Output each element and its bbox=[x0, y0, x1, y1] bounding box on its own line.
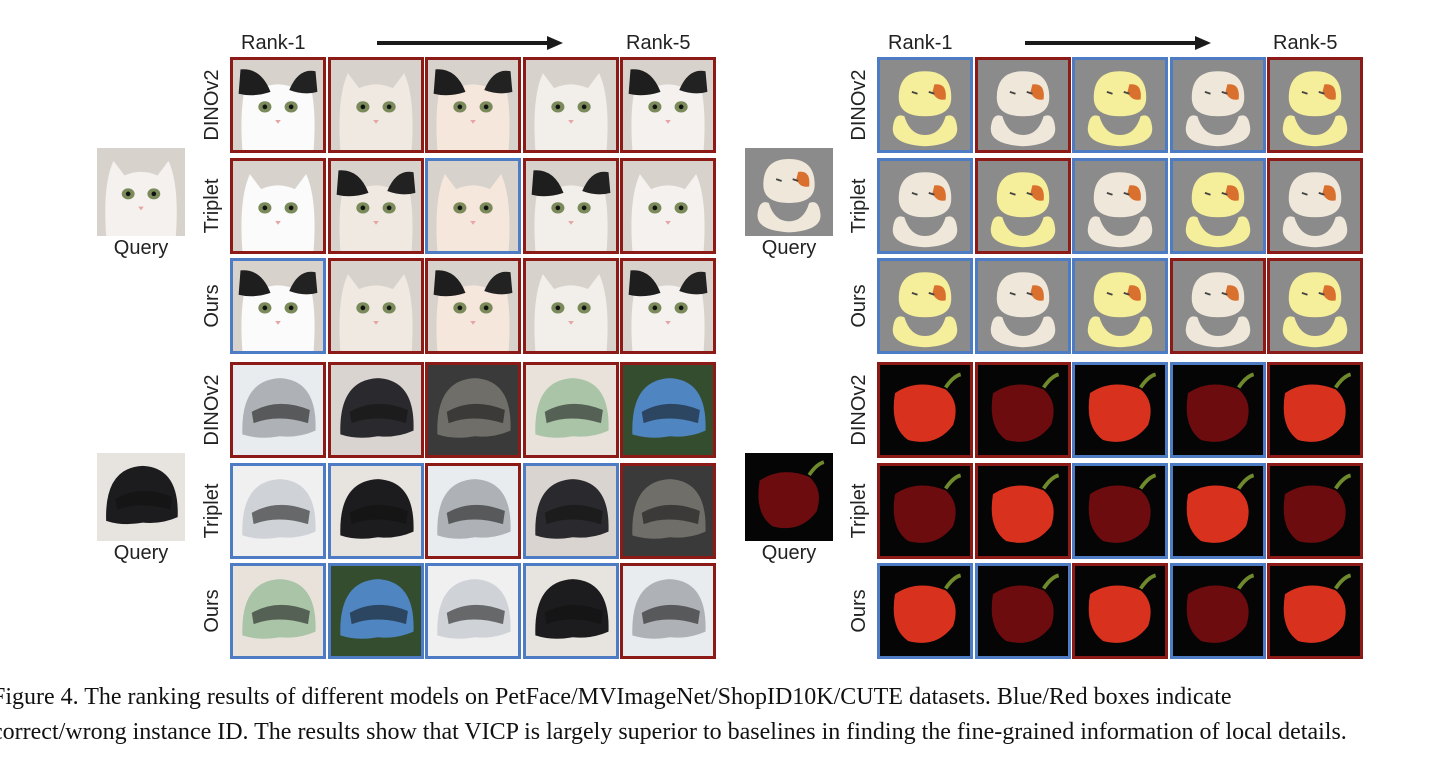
rank-1-label: Rank-1 bbox=[888, 32, 953, 54]
retrieved-image-wrong bbox=[327, 258, 424, 354]
retrieved-image-wrong bbox=[425, 57, 521, 153]
retrieved-image-wrong bbox=[327, 157, 424, 254]
retrieved-image-correct bbox=[1169, 157, 1266, 254]
retrieved-image-correct bbox=[230, 563, 326, 659]
row-label-dinov2: DINOv2 bbox=[848, 69, 870, 141]
retrieved-image-wrong bbox=[425, 462, 521, 559]
retrieved-image-correct bbox=[1072, 57, 1168, 153]
rank-5-label: Rank-5 bbox=[1273, 32, 1338, 54]
retrieved-image-correct bbox=[230, 258, 326, 354]
ranking-direction-arrow-icon bbox=[377, 36, 563, 50]
query-label: Query bbox=[113, 237, 169, 259]
retrieved-image-wrong bbox=[620, 563, 716, 659]
retrieved-image-wrong bbox=[620, 157, 716, 254]
retrieved-image-wrong bbox=[1267, 157, 1363, 254]
retrieved-image-correct bbox=[522, 462, 619, 559]
retrieved-image-correct bbox=[877, 157, 973, 254]
ranking-direction-arrow-icon bbox=[1025, 36, 1211, 50]
retrieved-image-wrong bbox=[522, 57, 619, 153]
retrieved-image-wrong bbox=[230, 57, 326, 153]
rank-1-label: Rank-1 bbox=[241, 32, 306, 54]
retrieved-image-wrong bbox=[1267, 362, 1363, 458]
retrieved-image-wrong bbox=[974, 57, 1071, 153]
retrieved-image-correct bbox=[1169, 57, 1266, 153]
row-label-ours: Ours bbox=[201, 589, 223, 633]
retrieved-image-correct bbox=[1169, 563, 1266, 659]
retrieved-image-wrong bbox=[522, 157, 619, 254]
rank-5-label: Rank-5 bbox=[626, 32, 691, 54]
retrieved-image-wrong bbox=[1072, 563, 1168, 659]
retrieved-image-wrong bbox=[522, 258, 619, 354]
retrieved-image-correct bbox=[974, 258, 1071, 354]
query-image bbox=[97, 453, 185, 541]
caption-line-1: Figure 4. The ranking results of differe… bbox=[0, 684, 1232, 710]
retrieved-image-wrong bbox=[1267, 462, 1363, 559]
retrieved-image-correct bbox=[974, 563, 1071, 659]
retrieved-image-wrong bbox=[425, 362, 521, 458]
query-label: Query bbox=[761, 542, 817, 564]
retrieved-image-correct bbox=[425, 563, 521, 659]
query-label: Query bbox=[761, 237, 817, 259]
retrieved-image-wrong bbox=[877, 462, 973, 559]
retrieved-image-wrong bbox=[620, 57, 716, 153]
retrieved-image-wrong bbox=[974, 157, 1071, 254]
retrieved-image-wrong bbox=[327, 362, 424, 458]
retrieved-image-wrong bbox=[620, 462, 716, 559]
caption-line-2: correct/wrong instance ID. The results s… bbox=[0, 719, 1347, 745]
row-label-triplet: Triplet bbox=[201, 178, 223, 233]
retrieved-image-wrong bbox=[974, 362, 1071, 458]
row-label-triplet: Triplet bbox=[848, 178, 870, 233]
retrieved-image-correct bbox=[1169, 462, 1266, 559]
retrieved-image-correct bbox=[877, 258, 973, 354]
retrieved-image-correct bbox=[1072, 462, 1168, 559]
query-image bbox=[97, 148, 185, 236]
retrieved-image-wrong bbox=[522, 362, 619, 458]
retrieved-image-wrong bbox=[877, 362, 973, 458]
retrieved-image-wrong bbox=[1267, 258, 1363, 354]
retrieved-image-correct bbox=[1072, 157, 1168, 254]
retrieved-image-wrong bbox=[425, 258, 521, 354]
row-label-ours: Ours bbox=[848, 284, 870, 328]
row-label-triplet: Triplet bbox=[848, 483, 870, 538]
row-label-dinov2: DINOv2 bbox=[201, 374, 223, 446]
row-label-ours: Ours bbox=[848, 589, 870, 633]
retrieved-image-wrong bbox=[1267, 57, 1363, 153]
row-label-triplet: Triplet bbox=[201, 483, 223, 538]
query-image bbox=[745, 148, 833, 236]
retrieved-image-wrong bbox=[1267, 563, 1363, 659]
query-label: Query bbox=[113, 542, 169, 564]
retrieved-image-correct bbox=[877, 57, 973, 153]
retrieved-image-wrong bbox=[230, 157, 326, 254]
row-label-ours: Ours bbox=[201, 284, 223, 328]
query-image bbox=[745, 453, 833, 541]
retrieved-image-wrong bbox=[620, 362, 716, 458]
row-label-dinov2: DINOv2 bbox=[201, 69, 223, 141]
retrieved-image-correct bbox=[230, 462, 326, 559]
retrieved-image-wrong bbox=[620, 258, 716, 354]
retrieved-image-correct bbox=[877, 563, 973, 659]
retrieved-image-wrong bbox=[974, 462, 1071, 559]
retrieved-image-correct bbox=[1169, 362, 1266, 458]
retrieved-image-wrong bbox=[1169, 258, 1266, 354]
retrieved-image-correct bbox=[327, 462, 424, 559]
retrieved-image-wrong bbox=[327, 57, 424, 153]
retrieved-image-correct bbox=[425, 157, 521, 254]
retrieved-image-correct bbox=[1072, 258, 1168, 354]
retrieved-image-correct bbox=[522, 563, 619, 659]
retrieved-image-wrong bbox=[230, 362, 326, 458]
retrieved-image-correct bbox=[1072, 362, 1168, 458]
row-label-dinov2: DINOv2 bbox=[848, 374, 870, 446]
retrieved-image-correct bbox=[327, 563, 424, 659]
